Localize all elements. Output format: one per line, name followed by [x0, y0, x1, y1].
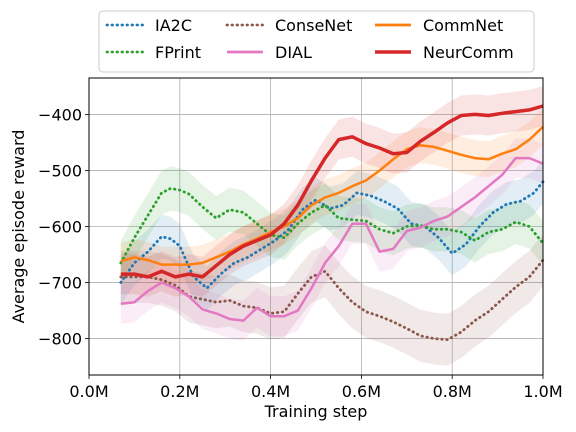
legend-label-consenet: ConseNet: [275, 16, 352, 35]
x-tick-label: 0.4M: [251, 382, 290, 401]
series-line-ia2c: [119, 180, 545, 290]
x-axis-ticks: 0.0M 0.2M 0.4M 0.6M 0.8M 1.0M: [69, 375, 563, 401]
legend-label-ia2c: IA2C: [155, 16, 192, 35]
legend: IA2C FPrint ConseNet DIAL CommNet NeurComm: [98, 10, 535, 73]
y-tick-label: −500: [38, 161, 82, 180]
y-tick-label: −800: [38, 330, 82, 349]
x-tick-label: 0.8M: [433, 382, 472, 401]
band-ia2c: [120, 159, 544, 311]
series-line-dial: [120, 156, 544, 322]
y-tick-label: −600: [38, 218, 82, 237]
legend-box: [98, 10, 535, 73]
band-fprint: [120, 166, 544, 285]
x-tick-label: 1.0M: [523, 382, 562, 401]
y-axis-label: Average episode reward: [9, 130, 28, 324]
legend-label-dial: DIAL: [275, 43, 312, 62]
y-tick-label: −700: [38, 274, 82, 293]
band-dial: [120, 138, 544, 341]
series-line-commnet: [120, 125, 544, 266]
band-consenet: [120, 234, 544, 366]
series-line-neurcomm: [120, 104, 544, 279]
legend-label-commnet: CommNet: [423, 16, 503, 35]
band-neurcomm: [120, 86, 544, 297]
series-line-fprint: [119, 187, 545, 265]
x-tick-label: 0.2M: [160, 382, 199, 401]
legend-label-neurcomm: NeurComm: [423, 43, 514, 62]
series-lines: [119, 104, 545, 342]
x-tick-label: 0.0M: [69, 382, 108, 401]
legend-label-fprint: FPrint: [155, 43, 201, 62]
x-tick-label: 0.6M: [342, 382, 381, 401]
y-tick-label: −400: [38, 105, 82, 124]
x-axis-label: Training step: [264, 402, 368, 421]
y-axis-ticks: −400 −500 −600 −700 −800: [38, 105, 89, 349]
